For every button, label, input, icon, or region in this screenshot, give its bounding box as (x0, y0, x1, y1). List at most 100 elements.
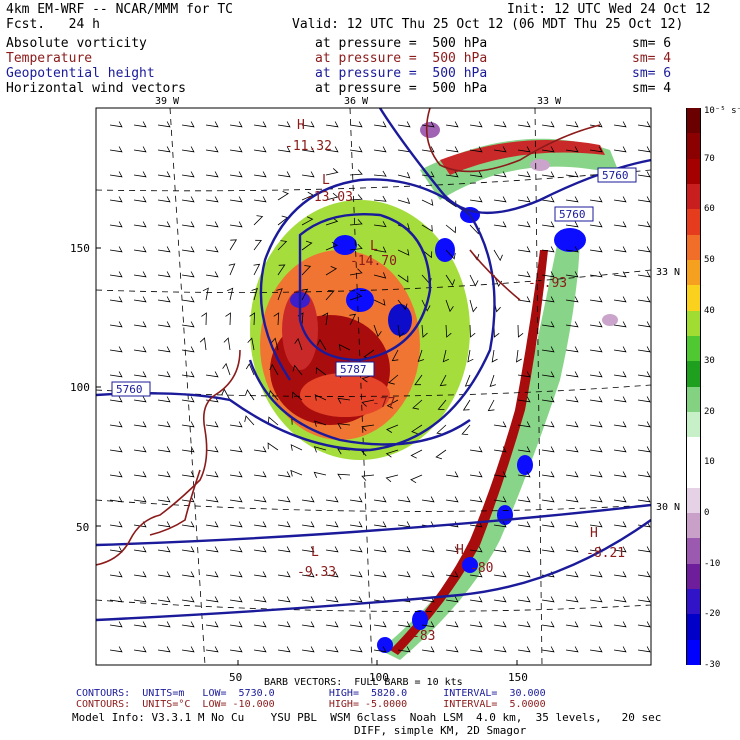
wind-barb (315, 367, 327, 376)
wind-barb (613, 596, 627, 603)
wind-barb (205, 121, 219, 128)
wind-barb (613, 146, 627, 153)
wind-barb (349, 621, 363, 628)
wind-barb (613, 121, 627, 128)
wind-barb (445, 146, 459, 153)
wind-barb (613, 296, 627, 303)
wind-barb (227, 287, 234, 301)
wind-barb (157, 571, 171, 578)
wind-barb (205, 471, 219, 478)
wind-barb (541, 246, 555, 253)
wind-barb (361, 424, 375, 432)
wind-barb (349, 646, 363, 653)
wind-barb (157, 621, 171, 628)
wind-barb (181, 396, 195, 403)
wind-barb (517, 446, 531, 453)
wind-barb (385, 449, 399, 458)
wind-barb (565, 221, 579, 228)
wind-barb (565, 121, 579, 128)
wind-barb (637, 496, 651, 503)
lon-label-36w: 36 W (344, 96, 369, 107)
wind-barb (445, 199, 457, 208)
wind-barb (325, 217, 339, 226)
wind-barb (637, 596, 651, 603)
wind-barb (637, 471, 651, 478)
wind-barb (270, 337, 279, 351)
wind-barb (493, 196, 507, 203)
wind-barb (133, 446, 147, 453)
wind-barb (421, 496, 435, 503)
wind-barb (589, 521, 603, 528)
wind-barb (516, 349, 522, 363)
colorbar-swatch (686, 133, 701, 160)
wind-barb (589, 471, 603, 478)
wind-barb (133, 196, 147, 203)
hl-value-2: -14.70 (350, 254, 397, 269)
wind-barb (349, 546, 363, 553)
wind-barb (109, 321, 123, 328)
wind-barb (637, 396, 651, 403)
wind-barb (273, 312, 280, 326)
wind-barb (229, 596, 243, 603)
wind-barb (337, 397, 351, 404)
wind-barb (181, 521, 195, 528)
wind-barb (613, 221, 627, 228)
wind-barb (517, 521, 531, 528)
wind-barb (181, 646, 195, 653)
wind-barb (325, 646, 339, 653)
colorbar-swatch (686, 234, 701, 261)
wind-barb (541, 346, 555, 353)
wind-barb (565, 371, 579, 378)
field-name-geopotential: Geopotential height (6, 66, 155, 81)
wind-barb (461, 424, 471, 435)
wind-barb (589, 146, 603, 153)
wind-barb (373, 299, 386, 306)
wind-barb (517, 271, 531, 278)
wind-barb (205, 546, 219, 553)
init-time: Init: 12 UTC Wed 24 Oct 12 (507, 2, 711, 17)
wind-barb (469, 621, 483, 628)
wind-barb (589, 296, 603, 303)
lat-label-33n: 33 N (656, 267, 680, 278)
wind-barb (469, 546, 483, 553)
wind-barb (109, 221, 123, 228)
wind-barb (565, 246, 579, 253)
wind-barb (397, 546, 411, 553)
wind-barb (589, 371, 603, 378)
wind-barb (253, 471, 267, 478)
wind-barb (349, 292, 363, 301)
wind-barb (301, 521, 315, 528)
wind-barb (205, 196, 219, 203)
hl-value-7: -77 (372, 396, 395, 411)
x-tick-50: 50 (229, 671, 242, 684)
wind-barb (373, 246, 387, 253)
wind-barb (410, 449, 423, 459)
colorbar-swatch (686, 361, 701, 387)
wind-barb (445, 471, 459, 478)
wind-barb (109, 396, 123, 403)
wind-barb (133, 346, 147, 353)
wind-barb (397, 496, 411, 503)
wind-barb (373, 146, 387, 153)
wind-barb (637, 446, 651, 453)
wind-barb (493, 646, 507, 653)
field-level-temperature: at pressure = 500 hPa (315, 51, 488, 66)
wind-barb (613, 396, 627, 403)
wind-barb (613, 421, 627, 428)
wind-barb (421, 299, 431, 312)
wind-barb (417, 349, 425, 363)
wind-barb (277, 146, 291, 153)
wind-barb (589, 421, 603, 428)
wind-barb (421, 171, 435, 178)
wind-barb (301, 146, 315, 153)
x-tick-100: 100 (369, 671, 389, 684)
wind-barb (181, 371, 195, 378)
wind-barb (181, 171, 195, 178)
wind-barb (201, 312, 207, 326)
wind-barb (565, 646, 579, 653)
wind-barb (205, 246, 219, 253)
wind-barb (181, 271, 195, 278)
wind-barb (277, 121, 291, 128)
wind-barb (249, 312, 256, 326)
wind-barb (133, 171, 147, 178)
